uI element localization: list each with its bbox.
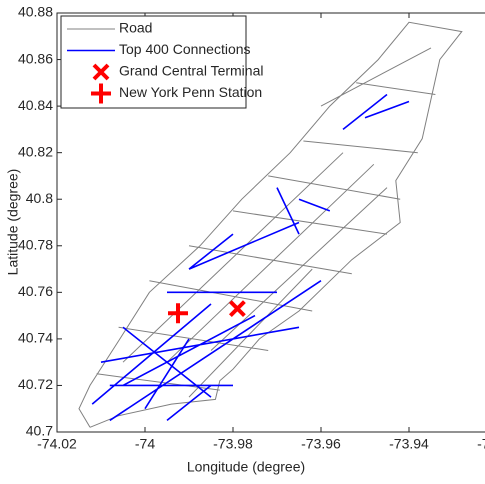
x-tick-label: -74	[135, 436, 155, 452]
legend: Road Top 400 Connections Grand Central Ter…	[60, 15, 263, 109]
y-axis-label: Latitude (degree)	[5, 169, 21, 276]
x-tick-label: -73.92	[477, 436, 485, 452]
marker	[168, 303, 188, 324]
y-tick-label: 40.82	[18, 143, 53, 159]
y-tick-label: 40.84	[18, 97, 53, 113]
legend-label: Top 400 Connections	[119, 41, 251, 57]
x-tick-label: -74.02	[37, 436, 77, 452]
series-line	[78, 21, 463, 428]
y-tick-label: 40.78	[18, 236, 53, 252]
y-tick-label: 40.72	[18, 376, 53, 392]
legend-swatch	[92, 63, 110, 81]
series-line	[91, 93, 410, 422]
y-tick-label: 40.76	[18, 283, 53, 299]
x-tick-label: -73.98	[213, 436, 253, 452]
legend-swatch	[91, 83, 111, 104]
x-tick-label: -73.96	[301, 436, 341, 452]
x-tick-label: -73.94	[389, 436, 429, 452]
y-tick-label: 40.74	[18, 330, 53, 346]
legend-label: New York Penn Station	[119, 84, 262, 100]
y-tick-label: 40.8	[26, 190, 53, 206]
marker	[228, 300, 246, 318]
y-tick-label: 40.88	[18, 4, 53, 20]
legend-label: Road	[119, 20, 152, 36]
y-tick-label: 40.86	[18, 50, 53, 66]
legend-label: Grand Central Terminal	[119, 63, 263, 79]
y-tick-label: 40.7	[26, 423, 53, 439]
axes-box	[56, 12, 485, 433]
x-axis-label: Longitude (degree)	[187, 459, 305, 475]
